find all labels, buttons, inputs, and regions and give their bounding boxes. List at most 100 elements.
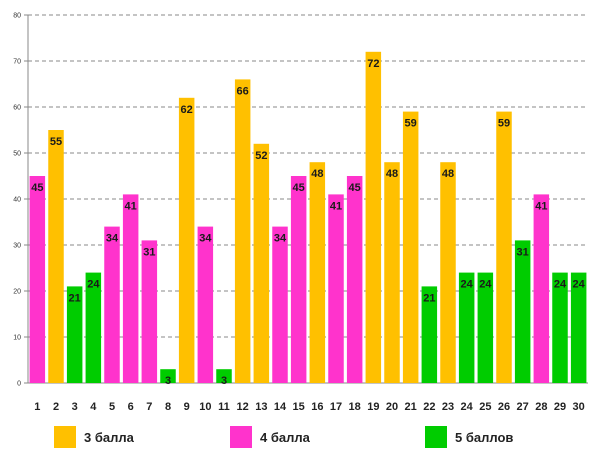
- bar-13: [253, 143, 270, 383]
- data-label-21: 59: [405, 118, 417, 130]
- x-tick-label: 25: [479, 401, 491, 413]
- data-label-23: 48: [442, 168, 454, 180]
- data-label-16: 48: [311, 168, 323, 180]
- x-tick-label: 21: [405, 401, 417, 413]
- bar-19: [365, 51, 382, 384]
- bar-30: [570, 272, 587, 383]
- data-label-19: 72: [367, 58, 379, 70]
- x-tick-label: 14: [274, 401, 287, 413]
- legend-label-5-ballov: 5 баллов: [455, 429, 514, 445]
- bar-11: [216, 369, 232, 383]
- y-tick-label: 10: [13, 335, 21, 342]
- bar-2: [48, 130, 64, 383]
- gridlines: [28, 14, 588, 338]
- legend-swatch-3-balla: [54, 426, 76, 448]
- x-tick-label: 8: [165, 401, 171, 413]
- data-label-10: 34: [199, 233, 212, 245]
- axes: [24, 14, 588, 384]
- data-label-27: 31: [517, 246, 529, 258]
- data-label-6: 41: [125, 200, 137, 212]
- bar-1: [29, 176, 46, 383]
- x-tick-label: 22: [423, 401, 435, 413]
- legend-swatch-4-balla: [230, 426, 252, 448]
- bar-26: [496, 111, 512, 383]
- data-label-14: 34: [274, 233, 287, 245]
- bar-20: [384, 162, 400, 383]
- x-tick-label: 11: [218, 401, 230, 413]
- x-tick-label: 23: [442, 401, 454, 413]
- bar-24: [458, 272, 475, 383]
- x-tick-label: 1: [34, 401, 40, 413]
- bar-15: [290, 176, 307, 383]
- legend-label-4-balla: 4 балла: [260, 429, 310, 445]
- bar-25: [477, 272, 494, 383]
- bar-29: [552, 272, 568, 383]
- bar-23: [440, 162, 456, 383]
- x-tick-label: 26: [498, 401, 510, 413]
- x-tick-label: 19: [367, 401, 379, 413]
- x-tick-label: 7: [146, 401, 152, 413]
- x-tick-label: 3: [72, 401, 78, 413]
- bar-8: [160, 369, 176, 383]
- data-label-24: 24: [461, 279, 474, 291]
- x-tick-label: 6: [128, 401, 134, 413]
- bar-10: [197, 226, 214, 383]
- data-label-4: 24: [87, 279, 100, 291]
- data-label-12: 66: [237, 85, 249, 97]
- y-tick-label: 0: [17, 381, 21, 388]
- legend-item-5-ballov: 5 баллов: [425, 426, 513, 448]
- x-tick-label: 18: [349, 401, 361, 413]
- data-label-25: 24: [479, 279, 492, 291]
- data-label-22: 21: [423, 292, 435, 304]
- data-label-20: 48: [386, 168, 398, 180]
- bar-27: [514, 240, 531, 383]
- y-tick-labels: 0 10 20 30 40 50 60 70 80: [13, 13, 21, 388]
- bar-17: [328, 194, 344, 383]
- y-tick-label: 40: [13, 197, 21, 204]
- data-label-8: 3: [165, 375, 171, 387]
- data-label-13: 52: [255, 150, 267, 162]
- data-label-3: 21: [69, 292, 81, 304]
- x-tick-label: 2: [53, 401, 59, 413]
- data-label-15: 45: [293, 182, 305, 194]
- x-tick-label: 28: [535, 401, 547, 413]
- bar-22: [421, 286, 438, 383]
- data-labels: 45 55 21 24 34 41 31 3 62 34 3 66 52 34 45 48 41 45 72 48 59…: [31, 58, 585, 387]
- y-tick-label: 20: [13, 289, 21, 296]
- y-tick-label: 60: [13, 105, 21, 112]
- legend-item-3-balla: 3 балла: [54, 426, 134, 448]
- x-tick-label: 17: [330, 401, 342, 413]
- bar-6: [122, 194, 139, 383]
- data-label-17: 41: [330, 200, 342, 212]
- bar-12: [234, 79, 251, 384]
- x-tick-label: 13: [255, 401, 267, 413]
- x-tick-label: 24: [461, 401, 474, 413]
- bar-21: [402, 111, 419, 383]
- data-label-9: 62: [181, 104, 193, 116]
- bar-28: [533, 194, 550, 383]
- data-label-26: 59: [498, 118, 510, 130]
- x-tick-label: 4: [90, 401, 97, 413]
- data-label-28: 41: [535, 200, 547, 212]
- data-label-7: 31: [143, 246, 155, 258]
- legend-label-3-balla: 3 балла: [84, 429, 134, 445]
- bar-18: [346, 176, 363, 383]
- bars: [29, 51, 587, 384]
- bar-4: [85, 272, 102, 383]
- x-tick-label: 9: [184, 401, 190, 413]
- y-tick-label: 30: [13, 243, 21, 250]
- bar-14: [272, 226, 288, 383]
- bar-5: [104, 226, 120, 383]
- data-label-2: 55: [50, 136, 62, 148]
- data-label-1: 45: [31, 182, 43, 194]
- x-tick-label: 15: [293, 401, 305, 413]
- x-tick-label: 29: [554, 401, 566, 413]
- data-label-30: 24: [573, 279, 586, 291]
- x-tick-label: 16: [311, 401, 323, 413]
- bar-7: [141, 240, 158, 383]
- x-tick-label: 5: [109, 401, 115, 413]
- y-tick-label: 70: [13, 59, 21, 66]
- bar-9: [178, 97, 195, 384]
- data-label-18: 45: [349, 182, 361, 194]
